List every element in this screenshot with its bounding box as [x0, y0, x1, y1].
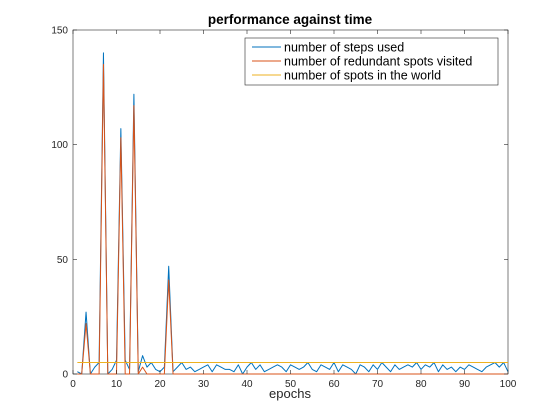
y-tick-label: 100: [51, 140, 68, 151]
x-tick-label: 20: [154, 379, 166, 390]
x-tick-label: 80: [415, 379, 427, 390]
x-tick-label: 60: [328, 379, 340, 390]
x-tick-label: 40: [241, 379, 253, 390]
x-axis-label: epochs: [269, 386, 311, 401]
x-tick-label: 90: [459, 379, 471, 390]
x-tick-label: 0: [70, 379, 76, 390]
x-tick-label: 100: [500, 379, 517, 390]
x-tick-label: 10: [111, 379, 123, 390]
legend-label-1: number of steps used: [284, 41, 404, 55]
y-tick-label: 150: [51, 26, 68, 37]
y-tick-label: 0: [62, 370, 68, 381]
chart-title: performance against time: [208, 12, 373, 27]
x-tick-label: 70: [372, 379, 384, 390]
legend-label-3: number of spots in the world: [284, 69, 441, 83]
legend-label-2: number of redundant spots visited: [284, 55, 472, 69]
x-tick-label: 30: [198, 379, 210, 390]
y-tick-label: 50: [57, 255, 69, 266]
